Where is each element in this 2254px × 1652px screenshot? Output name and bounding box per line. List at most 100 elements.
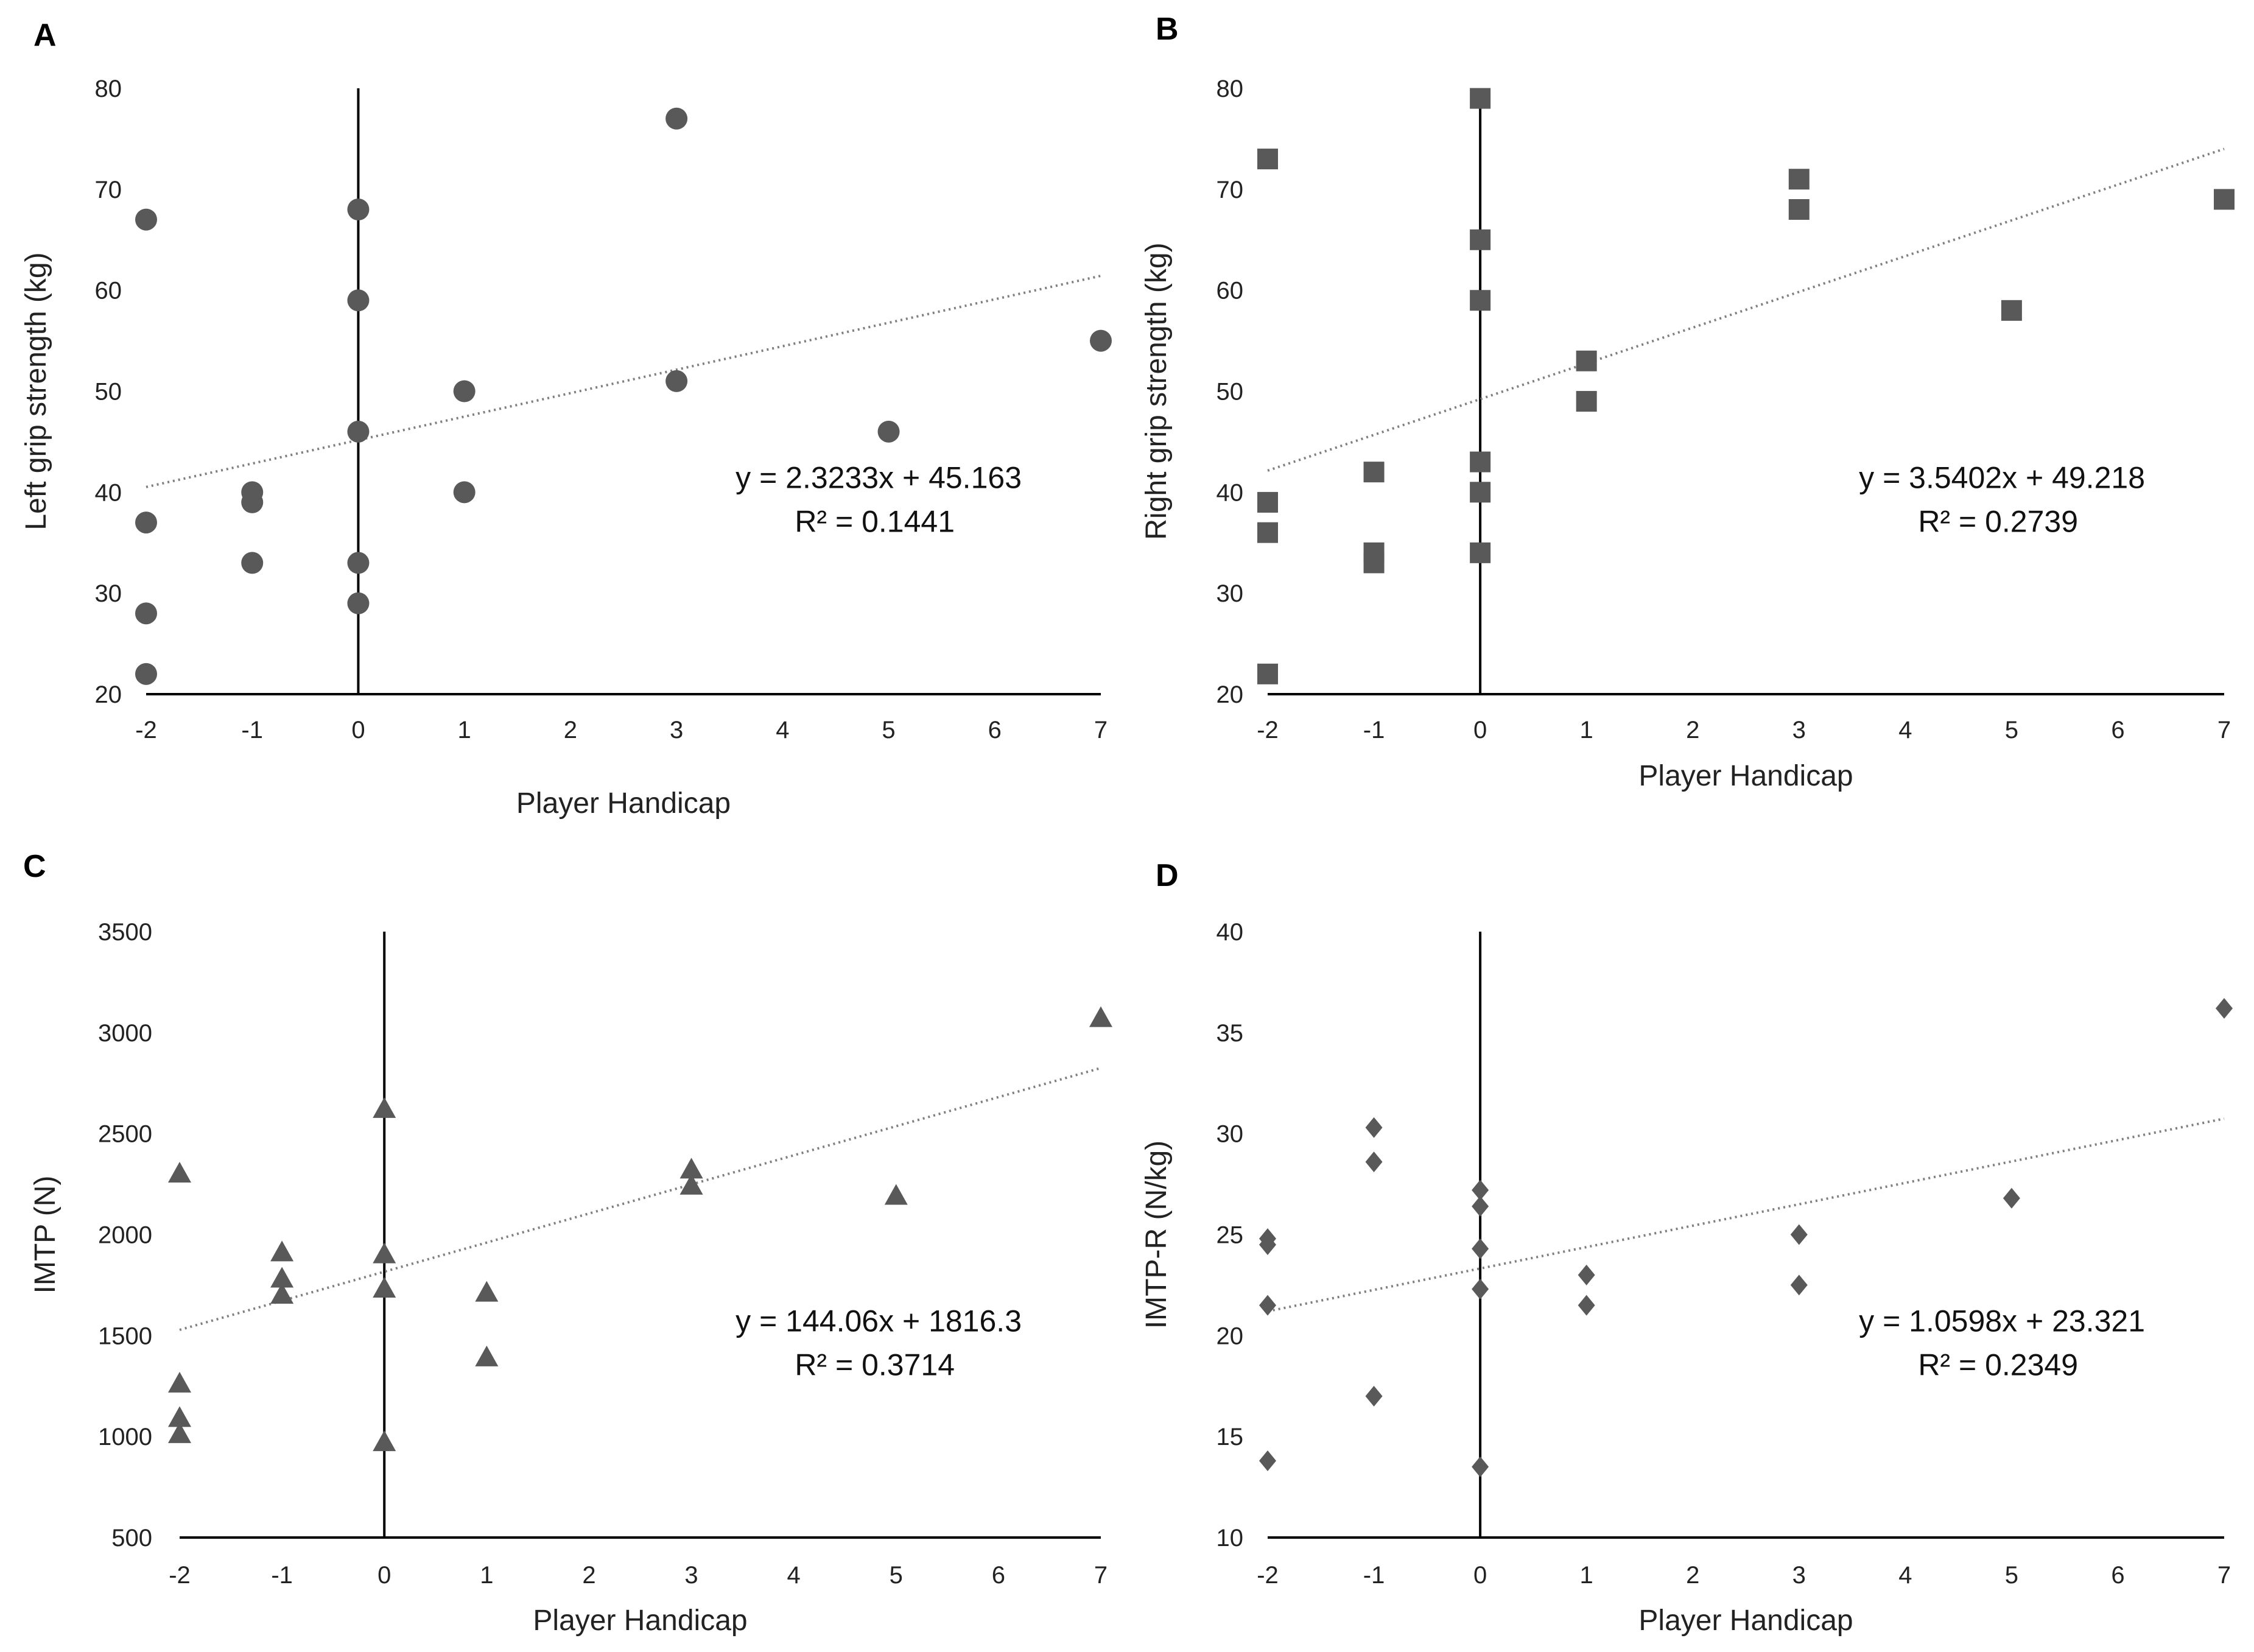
panel-d-data-point <box>1365 1117 1383 1138</box>
panel-a-x-tick-label: 6 <box>988 717 1002 743</box>
panel-b-data-point <box>1363 462 1385 483</box>
panel-a-data-point <box>665 370 688 392</box>
panel-c-y-tick-label: 3000 <box>98 1020 152 1047</box>
panel-a-x-tick-label: 1 <box>458 717 471 743</box>
panel-a-data-point <box>347 420 370 443</box>
panel-c-data-point <box>270 1267 294 1288</box>
panel-c-y-tick-label: 3500 <box>98 919 152 946</box>
panel-c-data-point <box>168 1162 191 1183</box>
panel-b-y-axis-title: Right grip strength (kg) <box>1140 242 1173 540</box>
panel-b-y-tick-label: 30 <box>1217 580 1244 607</box>
panel-a-data-point <box>241 491 264 513</box>
panel-a-data-point <box>241 552 264 574</box>
panel-c: C 500 1000 1500 2000 2500 3000 3500 -2 -1 0 1 2 3 4 5 6 7… <box>23 849 1112 1637</box>
panel-b-data-point <box>1788 199 1810 220</box>
panel-a-y-tick-label: 20 <box>95 681 122 708</box>
panel-a-data-point <box>135 208 157 231</box>
panel-a-x-tick-label: 2 <box>564 717 577 743</box>
panel-a-y-tick-label: 40 <box>95 479 122 506</box>
panel-d-data-point <box>2216 998 2233 1019</box>
panel-d-data-point <box>1472 1238 1489 1259</box>
panel-b-y-tick-label: 20 <box>1217 681 1244 708</box>
panel-d: D 10 15 20 25 30 35 40 -2 -1 0 1 2 3 4 5 6 7 Player Handic… <box>1140 858 2233 1637</box>
panel-d-data-point <box>1259 1450 1276 1471</box>
panel-d-x-tick-label: -2 <box>1257 1562 1279 1589</box>
panel-d-y-tick-label: 25 <box>1217 1222 1244 1249</box>
panel-a-data-point <box>347 289 370 312</box>
panel-c-data-point <box>373 1430 396 1452</box>
panel-b-data-point <box>1470 542 1491 563</box>
panel-c-x-tick-label: 3 <box>684 1562 698 1589</box>
panel-b-trendline <box>1267 147 2225 472</box>
panel-c-data-point <box>373 1097 396 1118</box>
panel-c-x-tick-label: 6 <box>992 1562 1005 1589</box>
panel-b-x-tick-label: -2 <box>1257 717 1279 743</box>
panel-a-data-point <box>1090 329 1112 352</box>
panel-a-y-tick-label: 50 <box>95 379 122 406</box>
panel-c-y-tick-label: 2500 <box>98 1121 152 1148</box>
panel-c-y-tick-label: 1500 <box>98 1323 152 1349</box>
panel-a-y-tick-label: 60 <box>95 278 122 304</box>
panel-a-data-point <box>665 107 688 130</box>
panel-a-x-tick-label: -1 <box>241 717 263 743</box>
panel-c-data-point <box>168 1422 191 1443</box>
panel-c-data-point <box>168 1406 191 1427</box>
panel-a-data-point <box>135 602 157 625</box>
panel-b-x-tick-label: 1 <box>1580 717 1593 743</box>
panel-c-data-point <box>475 1281 499 1302</box>
panel-d-x-tick-label: 5 <box>2005 1562 2018 1589</box>
panel-a-data-point <box>347 552 370 574</box>
panel-a-trendline <box>146 275 1101 488</box>
panel-b-x-tick-label: 7 <box>2217 717 2231 743</box>
panel-a-x-tick-label: 5 <box>882 717 895 743</box>
panel-c-data-point <box>475 1345 499 1366</box>
panel-c-x-tick-label: -1 <box>271 1562 293 1589</box>
panel-c-data-point <box>679 1158 703 1179</box>
panel-b-x-tick-label: 3 <box>1792 717 1806 743</box>
panel-d-r-squared: R² = 0.2349 <box>1918 1348 2078 1382</box>
panel-d-data-point <box>2003 1187 2020 1209</box>
panel-b-data-point <box>1788 169 1810 190</box>
panel-b: B 20 30 40 50 60 70 80 -2 -1 0 1 2 3 4 5 6 7 Player Handic… <box>1140 12 2235 792</box>
panel-c-data-point <box>373 1242 396 1264</box>
panel-c-x-tick-label: 5 <box>890 1562 903 1589</box>
panel-d-letter: D <box>1156 858 1179 893</box>
panel-d-x-tick-label: 1 <box>1580 1562 1593 1589</box>
panel-c-letter: C <box>23 849 46 884</box>
panel-a: A 20 30 40 50 60 70 80 -2 -1 0 1 2 3 4 5 6 7 Player Handic… <box>20 18 1112 820</box>
panel-d-x-tick-label: 0 <box>1473 1562 1487 1589</box>
panel-d-data-point <box>1472 1196 1489 1217</box>
panel-b-x-tick-label: 0 <box>1473 717 1487 743</box>
panel-b-data-point <box>2001 300 2022 321</box>
panel-d-trendline <box>1267 1117 2225 1313</box>
panel-c-y-tick-label: 1000 <box>98 1424 152 1450</box>
panel-d-x-tick-label: 3 <box>1792 1562 1806 1589</box>
panel-c-data-point <box>270 1240 294 1262</box>
panel-a-y-tick-label: 30 <box>95 580 122 607</box>
panel-c-data-point <box>679 1173 703 1195</box>
panel-d-data-point <box>1259 1234 1276 1256</box>
panel-b-data-point <box>1576 350 1597 371</box>
panel-c-x-tick-label: 2 <box>582 1562 595 1589</box>
panel-c-x-axis-title: Player Handicap <box>533 1605 747 1637</box>
panel-c-x-tick-label: 1 <box>480 1562 493 1589</box>
panel-a-equation: y = 2.3233x + 45.163 <box>736 461 1022 495</box>
panel-a-x-axis-title: Player Handicap <box>516 787 731 820</box>
panel-d-data-point <box>1790 1224 1808 1245</box>
panel-d-equation: y = 1.0598x + 23.321 <box>1859 1304 2145 1338</box>
panel-a-data-point <box>347 592 370 614</box>
panel-d-x-axis-title: Player Handicap <box>1638 1605 1853 1637</box>
panel-a-x-tick-label: 3 <box>670 717 683 743</box>
panel-b-x-tick-label: 4 <box>1898 717 1912 743</box>
panel-a-x-tick-label: 0 <box>351 717 365 743</box>
panel-d-data-point <box>1472 1456 1489 1477</box>
panel-a-data-point <box>453 380 476 402</box>
panel-c-y-tick-label: 2000 <box>98 1222 152 1249</box>
panel-d-y-tick-label: 20 <box>1217 1323 1244 1349</box>
panel-b-y-tick-label: 40 <box>1217 479 1244 506</box>
panel-b-data-point <box>2214 189 2235 210</box>
panel-c-x-tick-label: -2 <box>169 1562 191 1589</box>
panel-d-data-point <box>1472 1179 1489 1201</box>
panel-b-data-point <box>1470 290 1491 311</box>
